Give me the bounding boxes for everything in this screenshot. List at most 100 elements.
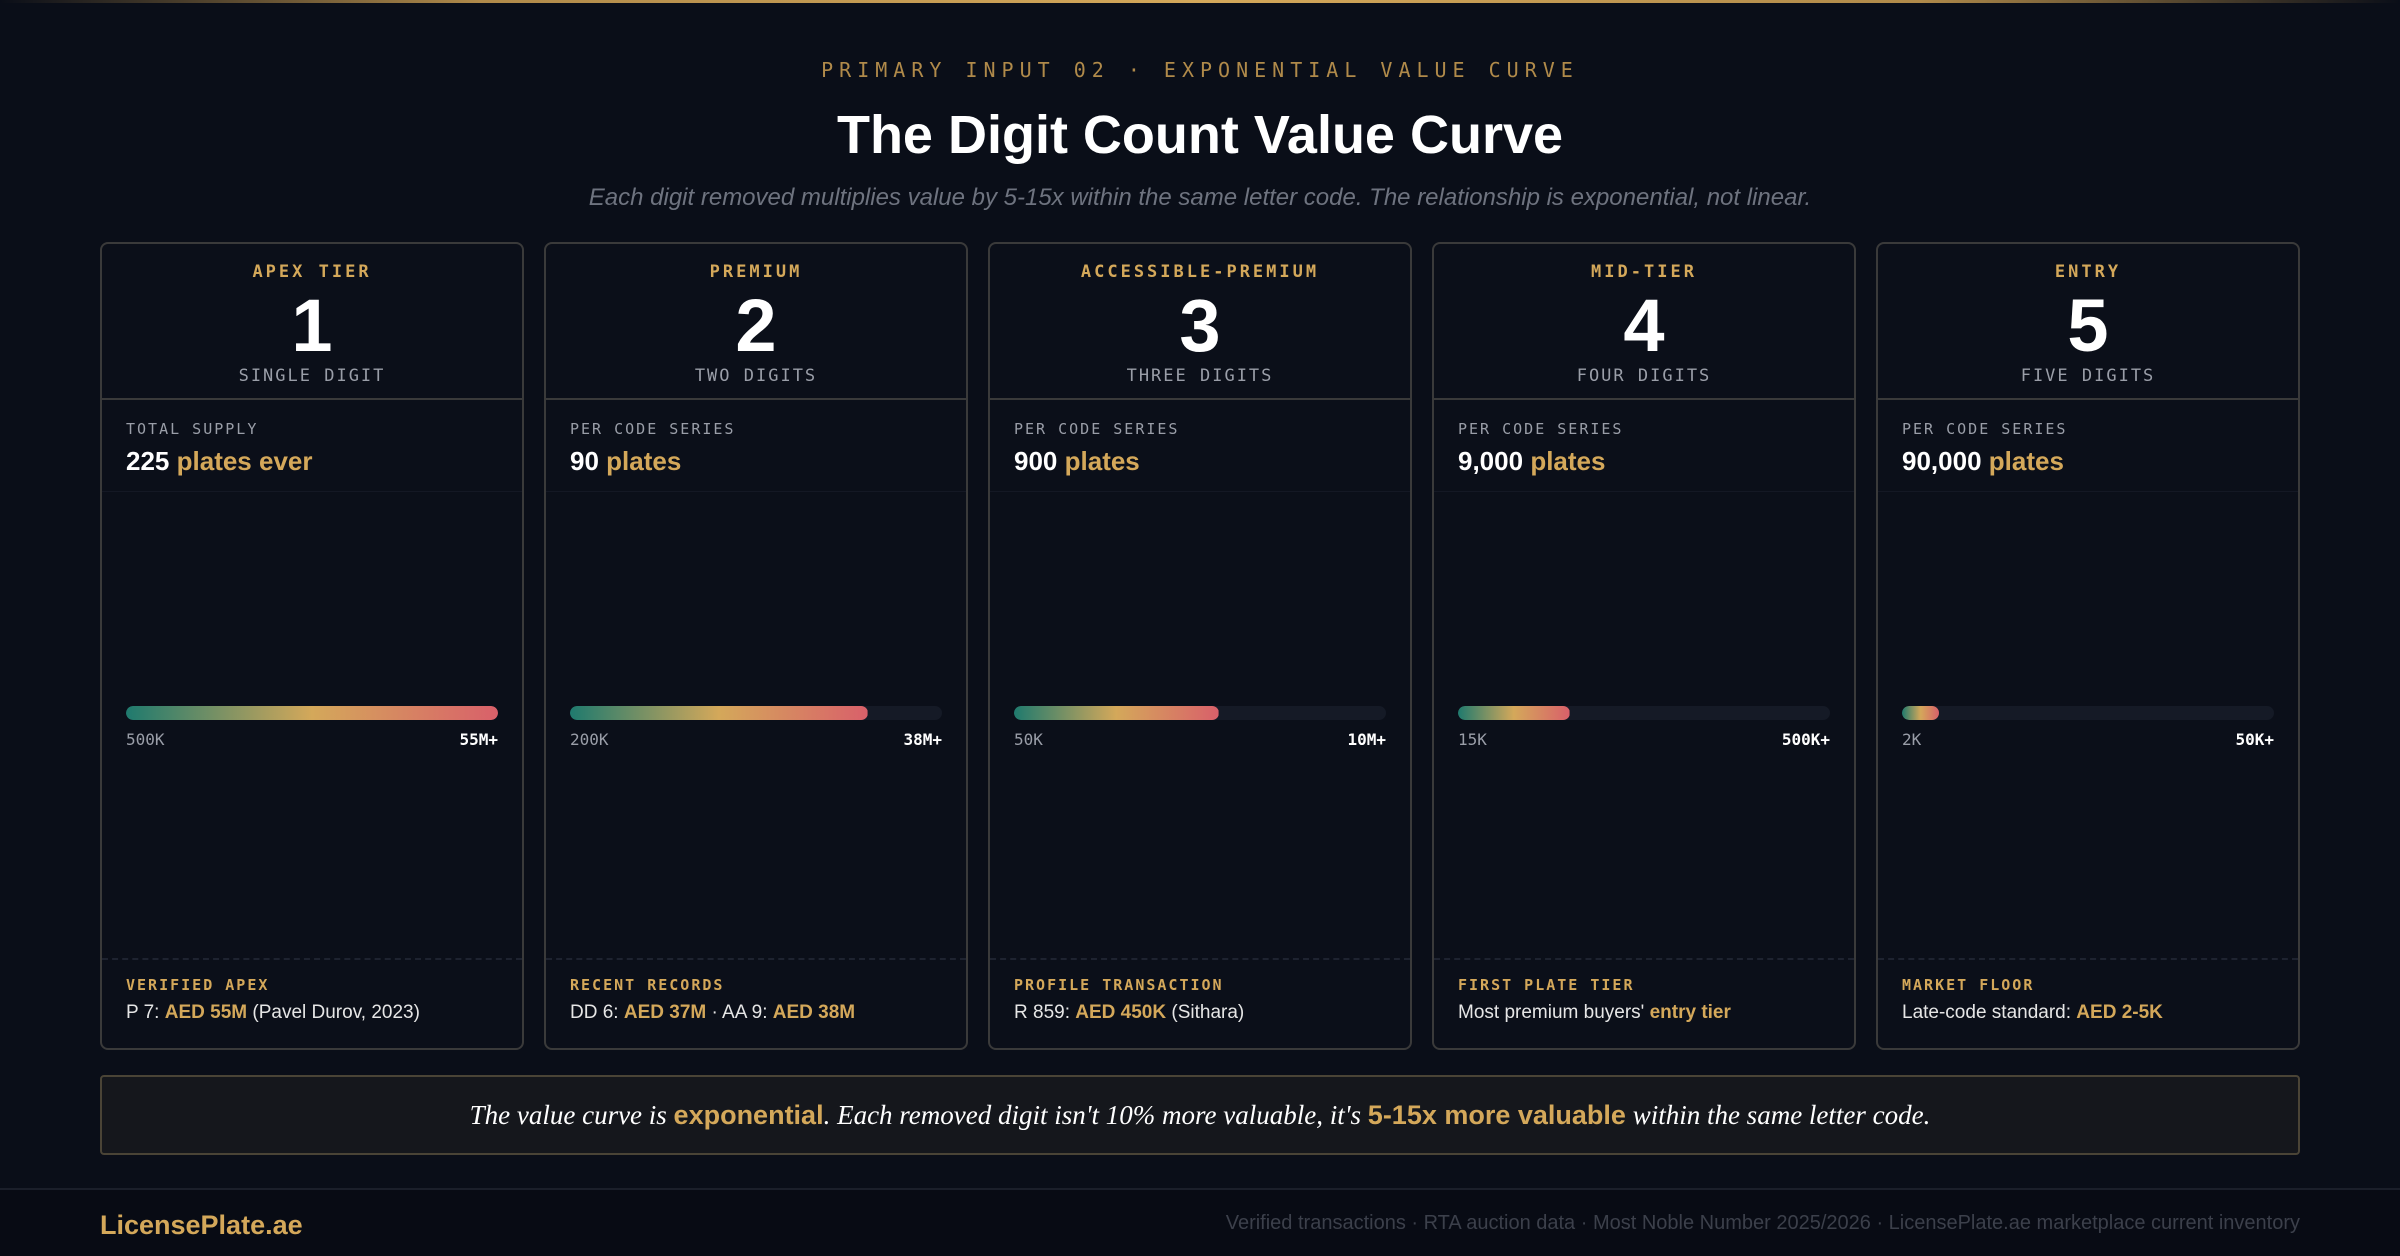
brand-logo[interactable]: LicensePlate.ae	[100, 1210, 303, 1240]
page-footer: LicensePlate.ae Verified transactions · …	[0, 1188, 2400, 1256]
range-max: 38M+	[903, 730, 942, 749]
range-max: 10M+	[1347, 730, 1386, 749]
supply-number: 9,000	[1458, 446, 1524, 476]
supply-value: 225 plates ever	[126, 446, 498, 477]
callout-text-2: . Each removed digit isn't 10% more valu…	[823, 1099, 1368, 1130]
footer-highlight-2: AED 38M	[772, 1002, 856, 1023]
bar-track	[570, 706, 942, 720]
card-header: APEX TIER 1 SINGLE DIGIT	[102, 244, 522, 400]
bar-fill	[570, 706, 868, 720]
footer-label: MARKET FLOOR	[1902, 976, 2035, 994]
supply-section: PER CODE SERIES 90,000 plates	[1878, 400, 2298, 492]
page-title: The Digit Count Value Curve	[836, 105, 1564, 165]
tier-label: ENTRY	[2054, 262, 2122, 282]
value-range-bar: 15K 500K+	[1434, 492, 1854, 960]
tier-card-3: ACCESSIBLE-PREMIUM 3 THREE DIGITS PER CO…	[988, 242, 1412, 1050]
bar-fill	[1902, 706, 1940, 720]
supply-number: 225	[126, 446, 170, 476]
supply-label: PER CODE SERIES	[1902, 420, 2068, 438]
value-range: 500K 55M+	[126, 730, 498, 749]
sources-text: Verified transactions · RTA auction data…	[1225, 1212, 2300, 1234]
supply-section: PER CODE SERIES 900 plates	[990, 400, 1410, 492]
supply-section: TOTAL SUPPLY 225 plates ever	[102, 400, 522, 492]
card-footer: PROFILE TRANSACTION R 859: AED 450K (Sit…	[990, 960, 1410, 1048]
digits-label: TWO DIGITS	[694, 366, 818, 386]
footer-text-a: DD 6:	[570, 1002, 624, 1023]
top-accent-line	[0, 0, 2400, 3]
bar-fill	[1458, 706, 1570, 720]
footer-highlight: AED 2-5K	[2076, 1002, 2163, 1023]
footer-text: P 7: AED 55M (Pavel Durov, 2023)	[126, 1002, 498, 1024]
footer-text-a: R 859:	[1014, 1002, 1076, 1023]
footer-text: DD 6: AED 37M · AA 9: AED 38M	[570, 1002, 942, 1024]
supply-section: PER CODE SERIES 9,000 plates	[1434, 400, 1854, 492]
tier-card-1: APEX TIER 1 SINGLE DIGIT TOTAL SUPPLY 22…	[100, 242, 524, 1050]
digits-label: FOUR DIGITS	[1576, 366, 1712, 386]
tier-card-2: PREMIUM 2 TWO DIGITS PER CODE SERIES 90 …	[544, 242, 968, 1050]
supply-value: 90,000 plates	[1902, 446, 2274, 477]
digit-count: 1	[291, 284, 333, 367]
footer-text: Late-code standard: AED 2-5K	[1902, 1002, 2274, 1024]
range-min: 15K	[1458, 730, 1487, 749]
card-footer: VERIFIED APEX P 7: AED 55M (Pavel Durov,…	[102, 960, 522, 1048]
supply-label: PER CODE SERIES	[1458, 420, 1624, 438]
card-header: PREMIUM 2 TWO DIGITS	[546, 244, 966, 400]
card-header: ENTRY 5 FIVE DIGITS	[1878, 244, 2298, 400]
range-min: 2K	[1902, 730, 1922, 749]
tier-label: PREMIUM	[709, 262, 803, 282]
range-min: 200K	[570, 730, 609, 749]
footer-highlight: AED 37M	[623, 1002, 707, 1023]
footer-highlight: AED 55M	[164, 1002, 248, 1023]
card-header: MID-TIER 4 FOUR DIGITS	[1434, 244, 1854, 400]
tier-label: ACCESSIBLE-PREMIUM	[1080, 262, 1320, 282]
supply-unit: plates	[606, 446, 682, 476]
value-range-bar: 50K 10M+	[990, 492, 1410, 960]
range-min: 50K	[1014, 730, 1043, 749]
supply-value: 90 plates	[570, 446, 942, 477]
footer-text-c: (Sithara)	[1166, 1002, 1245, 1023]
footer-text-c: · AA 9:	[706, 1002, 773, 1023]
bar-fill	[1014, 706, 1219, 720]
tier-card-4: MID-TIER 4 FOUR DIGITS PER CODE SERIES 9…	[1432, 242, 1856, 1050]
footer-text-a: P 7:	[126, 1002, 165, 1023]
value-range: 200K 38M+	[570, 730, 942, 749]
range-min: 500K	[126, 730, 165, 749]
tier-card-5: ENTRY 5 FIVE DIGITS PER CODE SERIES 90,0…	[1876, 242, 2300, 1050]
callout-text-1: The value curve is	[469, 1099, 674, 1130]
footer-label: PROFILE TRANSACTION	[1014, 976, 1224, 994]
digit-count: 5	[2067, 284, 2109, 367]
supply-unit: plates	[1530, 446, 1606, 476]
bar-fill	[126, 706, 498, 720]
footer-label: VERIFIED APEX	[126, 976, 270, 994]
footer-label: RECENT RECORDS	[570, 976, 725, 994]
card-footer: FIRST PLATE TIER Most premium buyers' en…	[1434, 960, 1854, 1048]
tier-label: APEX TIER	[252, 262, 372, 282]
supply-unit: plates ever	[176, 446, 313, 476]
footer-text-a: Late-code standard:	[1902, 1002, 2077, 1023]
digit-count: 2	[735, 284, 777, 367]
range-max: 55M+	[459, 730, 498, 749]
digit-count: 4	[1623, 284, 1665, 367]
value-range-bar: 500K 55M+	[102, 492, 522, 960]
value-range-bar: 2K 50K+	[1878, 492, 2298, 960]
supply-unit: plates	[1064, 446, 1140, 476]
supply-value: 9,000 plates	[1458, 446, 1830, 477]
page-header: PRIMARY INPUT 02 · EXPONENTIAL VALUE CUR…	[0, 58, 2400, 212]
supply-label: PER CODE SERIES	[570, 420, 736, 438]
supply-unit: plates	[1988, 446, 2064, 476]
callout-highlight-1: exponential	[673, 1099, 824, 1130]
range-max: 50K+	[2235, 730, 2274, 749]
card-header: ACCESSIBLE-PREMIUM 3 THREE DIGITS	[990, 244, 1410, 400]
card-footer: RECENT RECORDS DD 6: AED 37M · AA 9: AED…	[546, 960, 966, 1048]
bar-track	[1458, 706, 1830, 720]
digits-label: FIVE DIGITS	[2020, 366, 2156, 386]
supply-label: PER CODE SERIES	[1014, 420, 1180, 438]
supply-section: PER CODE SERIES 90 plates	[546, 400, 966, 492]
footer-text: R 859: AED 450K (Sithara)	[1014, 1002, 1386, 1024]
footer-text: Most premium buyers' entry tier	[1458, 1002, 1830, 1024]
value-range: 15K 500K+	[1458, 730, 1830, 749]
bar-track	[1902, 706, 2274, 720]
footer-label: FIRST PLATE TIER	[1458, 976, 1635, 994]
range-max: 500K+	[1781, 730, 1830, 749]
footer-highlight: entry tier	[1649, 1002, 1731, 1023]
